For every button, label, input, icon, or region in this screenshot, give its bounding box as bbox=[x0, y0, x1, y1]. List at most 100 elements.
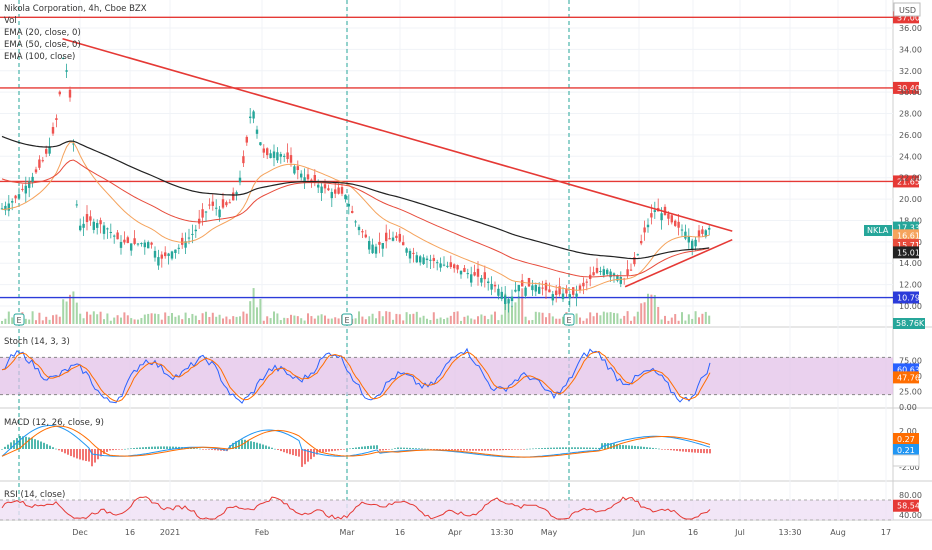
candle-body bbox=[493, 284, 497, 287]
trendlines[interactable] bbox=[62, 37, 733, 288]
volume-bar bbox=[599, 315, 602, 324]
macd-histogram-bar bbox=[568, 447, 570, 449]
candle-body bbox=[429, 259, 432, 261]
candle-body bbox=[113, 235, 116, 237]
candle-body bbox=[541, 287, 544, 289]
candle-body bbox=[184, 241, 187, 248]
volume-bar bbox=[7, 311, 10, 324]
volume-bar bbox=[286, 318, 289, 324]
candle-body bbox=[578, 285, 582, 290]
macd-badge-label: 0.27 bbox=[897, 435, 915, 444]
macd-histogram-bar bbox=[670, 449, 672, 451]
macd-histogram-bar bbox=[217, 449, 219, 451]
volume-bar bbox=[194, 315, 197, 324]
volume-bar bbox=[596, 312, 598, 324]
volume-bar bbox=[320, 314, 323, 324]
candle-body bbox=[116, 232, 119, 240]
candle-body bbox=[164, 252, 167, 257]
time-tick-label: 16 bbox=[688, 528, 698, 537]
candle-body bbox=[34, 169, 38, 173]
volume-bar bbox=[211, 312, 214, 324]
earnings-marker-label: E bbox=[16, 316, 21, 325]
candle-body bbox=[255, 129, 259, 134]
volume-bar bbox=[681, 312, 683, 324]
macd-histogram-bar bbox=[610, 443, 612, 449]
volume-bar bbox=[184, 312, 187, 324]
macd-histogram-bar bbox=[301, 449, 303, 467]
currency-box[interactable] bbox=[893, 2, 921, 17]
macd-histogram-bar bbox=[460, 449, 462, 451]
volume-bar bbox=[395, 313, 398, 324]
macd-histogram-bar bbox=[145, 447, 147, 449]
macd-histogram-bar bbox=[661, 449, 663, 450]
volume-bar bbox=[667, 320, 670, 324]
price-tick-label: 22.00 bbox=[899, 174, 922, 183]
candle-body bbox=[555, 290, 558, 296]
macd-histogram-bar bbox=[493, 449, 495, 451]
macd-histogram-bar bbox=[307, 449, 309, 462]
volume-bar bbox=[11, 317, 14, 324]
currency-label[interactable]: USD bbox=[899, 6, 916, 15]
volume-bar bbox=[140, 318, 143, 324]
plot-area[interactable] bbox=[0, 0, 893, 520]
price-tick-label: 36.00 bbox=[899, 24, 922, 33]
ticker-badge-label: NKLA bbox=[867, 226, 889, 235]
volume-bar bbox=[361, 316, 364, 324]
candle-body bbox=[442, 264, 446, 266]
macd-histogram-bar bbox=[523, 449, 525, 450]
macd-histogram-bar bbox=[166, 446, 168, 449]
macd-histogram-bar bbox=[64, 449, 66, 454]
macd-histogram-bar bbox=[91, 449, 93, 467]
volume-bar bbox=[511, 305, 513, 324]
candle-body bbox=[72, 143, 75, 145]
horizontal-levels[interactable]: 37.00 30.40 21.65 10.79 bbox=[0, 11, 920, 304]
macd-histogram-bar bbox=[553, 447, 555, 449]
volume-bar bbox=[69, 294, 71, 324]
candle-body bbox=[126, 237, 129, 243]
candle-body bbox=[456, 265, 459, 270]
volume-bar bbox=[266, 316, 269, 324]
macd-histogram-bar bbox=[202, 449, 204, 450]
volume-bar bbox=[623, 315, 626, 324]
time-tick-label: 16 bbox=[125, 528, 135, 537]
candle-body bbox=[313, 175, 316, 183]
macd-histogram-bar bbox=[214, 449, 216, 451]
volume-bar bbox=[657, 306, 660, 324]
trendline bbox=[62, 37, 733, 232]
candle-body bbox=[191, 233, 194, 235]
time-axis[interactable]: Dec 16 2021 Feb Mar 16 Apr 13:30 May Jun 16 Jul 13:3… bbox=[72, 528, 891, 537]
macd-histogram-bar bbox=[121, 449, 123, 450]
candle-body bbox=[371, 244, 374, 254]
macd-histogram-bar bbox=[385, 449, 387, 451]
macd-histogram-bar bbox=[658, 448, 660, 450]
macd-histogram-bar bbox=[7, 444, 9, 449]
macd-histogram-bar bbox=[619, 444, 621, 449]
candle-body bbox=[439, 263, 442, 268]
macd-histogram-bar bbox=[19, 436, 21, 449]
earnings-marker-label: E bbox=[566, 316, 571, 325]
price-badge-label: 16.61 bbox=[897, 231, 920, 240]
macd-histogram-bar bbox=[172, 446, 174, 449]
level-badge-label: 37.00 bbox=[897, 13, 920, 22]
candle-body bbox=[130, 243, 133, 251]
volume-bar bbox=[524, 316, 527, 324]
time-tick-label: Feb bbox=[255, 528, 269, 537]
price-tick-label: 26.00 bbox=[899, 131, 922, 140]
candle-body bbox=[269, 153, 272, 159]
macd-histogram-bar bbox=[265, 445, 267, 449]
candle-body bbox=[650, 213, 653, 218]
candle-body bbox=[459, 270, 463, 275]
macd-histogram-bar bbox=[70, 449, 72, 457]
time-tick-label: Apr bbox=[448, 528, 463, 537]
macd-histogram-bar bbox=[451, 449, 453, 451]
candle-body bbox=[476, 268, 480, 277]
volume-bar bbox=[106, 313, 109, 324]
macd-histogram-bar bbox=[508, 449, 510, 450]
candle-body bbox=[415, 255, 418, 263]
candle-body bbox=[279, 154, 282, 157]
volume-bar bbox=[531, 319, 534, 324]
volume-bar bbox=[113, 317, 116, 324]
